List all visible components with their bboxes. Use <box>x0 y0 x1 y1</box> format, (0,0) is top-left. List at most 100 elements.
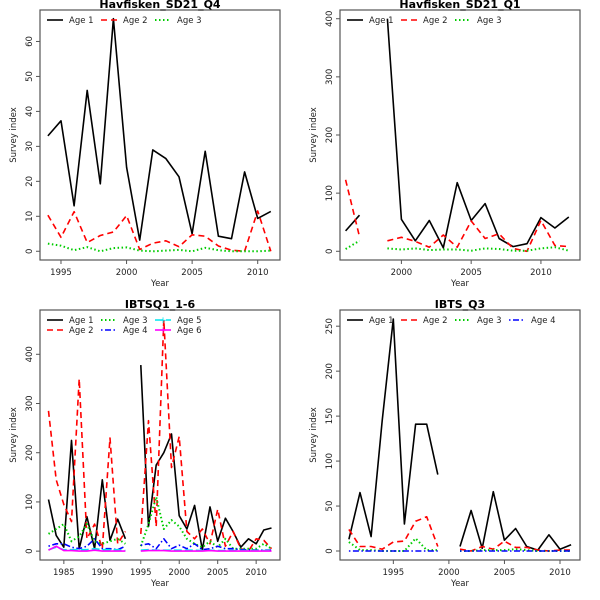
plot-frame <box>339 309 581 561</box>
series-line-age-4 <box>48 538 272 551</box>
series-line-age-3 <box>47 242 271 253</box>
legend-label: Age 6 <box>177 326 202 336</box>
x-tick-label: 2010 <box>549 568 571 578</box>
y-tick-label: 0 <box>325 548 335 553</box>
chart-panel-4: IBTS_Q3 1995 2000 2005 2010 0 50 100 150 200 250 Ye… <box>309 298 581 589</box>
y-tick-label: 100 <box>325 185 335 201</box>
x-tick-label: 2000 <box>391 268 413 278</box>
legend-marker-icon: + <box>159 326 167 336</box>
x-tick-label: 2005 <box>494 568 516 578</box>
y-tick-label: 30 <box>25 141 35 152</box>
series-line-age-3 <box>345 239 570 252</box>
x-tick-label: 1995 <box>383 568 405 578</box>
x-tick-label: 1995 <box>50 268 72 278</box>
y-tick-label: 60 <box>25 36 35 47</box>
y-tick-label: 10 <box>25 211 35 222</box>
x-tick-label: 2010 <box>245 568 267 578</box>
chart-panel-3: IBTSQ1_1-6 1985 1990 1995 2000 2005 2010 0 100 20… <box>9 298 281 589</box>
legend-entry: Age 2 <box>401 316 448 326</box>
legend-entry: Age 4 <box>101 326 148 336</box>
y-tick-label: 300 <box>25 395 35 411</box>
legend-label: Age 1 <box>369 16 394 26</box>
plot-frame <box>39 9 281 261</box>
legend-entry: Age 1 <box>347 16 394 26</box>
chart-title: Havfisken_SD21_Q1 <box>399 0 520 11</box>
y-tick-label: 100 <box>325 453 335 469</box>
y-axis-label: Survey index <box>9 407 19 463</box>
x-tick-label: 2010 <box>530 268 552 278</box>
series-line-age-2 <box>47 319 273 552</box>
series-line-age-1 <box>47 365 272 551</box>
legend-entry: Age 2 <box>47 326 94 336</box>
x-axis-label: Year <box>150 579 170 589</box>
y-axis-label: Survey index <box>9 107 19 163</box>
series-line-age-1 <box>348 318 572 551</box>
legend-label: Age 2 <box>69 326 94 336</box>
series-line-age-2 <box>344 179 569 253</box>
legend-label: Age 3 <box>477 16 502 26</box>
chart-panel-2: Havfisken_SD21_Q1 2000 2005 2010 0 100 200 300 4… <box>309 0 581 289</box>
series-line-age-1 <box>47 17 272 241</box>
series-line-age-6 <box>48 545 272 552</box>
y-tick-label: 300 <box>325 69 335 85</box>
x-tick-label: 1995 <box>130 568 152 578</box>
legend-entry: Age 3 <box>101 316 148 326</box>
legend-label: Age 5 <box>177 316 202 326</box>
chart-title: IBTSQ1_1-6 <box>125 298 196 311</box>
legend-entry: Age 1 <box>347 316 394 326</box>
x-tick-label: 2005 <box>207 568 229 578</box>
legend-label: Age 3 <box>477 316 502 326</box>
legend-label: Age 4 <box>531 316 556 326</box>
chart-title: Havfisken_SD21_Q4 <box>99 0 221 11</box>
legend-entry: Age 1 <box>47 16 94 26</box>
y-tick-label: 40 <box>25 106 35 117</box>
y-tick-label: 0 <box>325 249 335 254</box>
x-tick-label: 2005 <box>181 268 203 278</box>
y-tick-label: 200 <box>25 445 35 461</box>
legend-label: Age 2 <box>423 16 448 26</box>
x-axis-label: Year <box>450 579 470 589</box>
y-tick-label: 400 <box>325 11 335 27</box>
legend-entry: Age 4 <box>509 316 556 326</box>
legend-entry: Age 3 <box>155 16 202 26</box>
legend-label: Age 1 <box>69 16 94 26</box>
legend-label: Age 3 <box>123 316 148 326</box>
y-tick-label: 400 <box>25 346 35 362</box>
x-tick-label: 2010 <box>247 268 269 278</box>
legend-label: Age 3 <box>177 16 202 26</box>
y-tick-label: 0 <box>25 249 35 254</box>
legend-label: Age 1 <box>69 316 94 326</box>
plot-frame <box>339 9 581 261</box>
x-tick-label: 1990 <box>91 568 113 578</box>
legend-entry: Age 2 <box>101 16 148 26</box>
y-tick-label: 50 <box>325 501 335 512</box>
x-tick-label: 2000 <box>116 268 138 278</box>
y-tick-label: 200 <box>325 127 335 143</box>
legend-entry: + Age 5 <box>155 316 202 326</box>
legend-entry: + Age 6 <box>155 326 202 336</box>
y-tick-label: 250 <box>325 318 335 334</box>
legend-entry: Age 2 <box>401 16 448 26</box>
y-tick-label: 0 <box>25 548 35 553</box>
y-tick-label: 150 <box>325 408 335 424</box>
series-line-age-1 <box>345 18 570 249</box>
y-tick-label: 20 <box>25 176 35 187</box>
legend-entry: Age 3 <box>455 316 502 326</box>
x-tick-label: 2000 <box>168 568 190 578</box>
y-tick-label: 100 <box>25 494 35 510</box>
x-axis-label: Year <box>150 279 170 289</box>
plot-frame <box>39 309 281 561</box>
legend-entry: Age 1 <box>47 316 94 326</box>
y-tick-label: 200 <box>325 363 335 379</box>
legend-label: Age 2 <box>123 16 148 26</box>
x-tick-label: 2005 <box>460 268 482 278</box>
legend-entry: Age 3 <box>455 16 502 26</box>
legend-label: Age 1 <box>369 316 394 326</box>
series-line-age-2 <box>47 210 272 253</box>
chart-panel-1: Havfisken_SD21_Q4 1995 2000 2005 2010 0 10 20 30… <box>9 0 281 289</box>
legend-label: Age 2 <box>423 316 448 326</box>
x-tick-label: 2000 <box>438 568 460 578</box>
legend-label: Age 4 <box>123 326 148 336</box>
y-axis-label: Survey index <box>309 407 319 463</box>
